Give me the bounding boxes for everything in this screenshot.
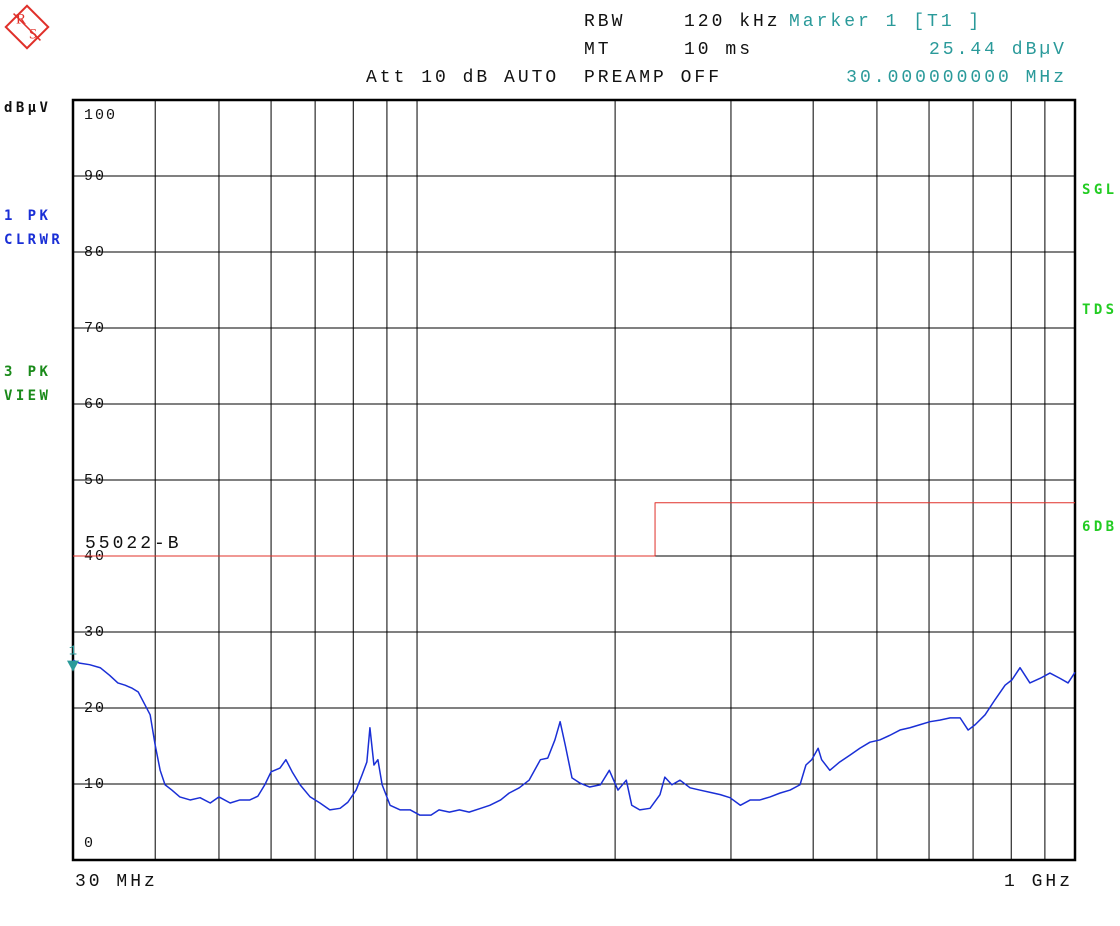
trace [72, 659, 1076, 816]
y-unit: dBµV [4, 100, 51, 116]
rbw-label: RBW [584, 12, 625, 32]
marker-label: 1 [69, 643, 77, 659]
logo-divider [13, 13, 41, 41]
limit-label: 55022-B [85, 534, 182, 554]
y-tick-label: 70 [84, 320, 106, 337]
limit-line [73, 502, 1075, 557]
trace-label: 1 PK [4, 208, 51, 224]
marker [67, 660, 79, 672]
x-tick-label: 30 MHz [75, 872, 158, 892]
status-label: TDS [1082, 302, 1118, 318]
y-tick-label: 30 [84, 624, 106, 641]
marker-frequency: 30.000000000 MHz [846, 68, 1067, 88]
trace-label: VIEW [4, 388, 51, 404]
logo-letter: R [16, 11, 26, 27]
plot-frame [71, 98, 1077, 862]
mt-value: 10 ms [684, 40, 753, 60]
trace-label: 3 PK [4, 364, 51, 380]
y-tick-label: 50 [84, 472, 106, 489]
y-tick-label: 80 [84, 244, 106, 261]
y-tick-label: 0 [84, 835, 95, 852]
logo-letter: S [29, 26, 37, 42]
marker-title: Marker 1 [T1 ] [789, 12, 982, 32]
preamp: PREAMP OFF [584, 68, 722, 88]
y-tick-label: 90 [84, 168, 106, 185]
marker-level: 25.44 dBµV [929, 40, 1067, 60]
y-tick-label: 20 [84, 700, 106, 717]
y-tick-label: 100 [84, 107, 117, 124]
x-tick-label: 1 GHz [1004, 872, 1073, 892]
attenuation: Att 10 dB AUTO [366, 68, 559, 88]
mt-label: MT [584, 40, 612, 60]
rbw-value: 120 kHz [684, 12, 781, 32]
status-label: SGL [1082, 182, 1118, 198]
y-tick-label: 10 [84, 776, 106, 793]
y-tick-label: 60 [84, 396, 106, 413]
logo: R S [4, 4, 50, 50]
trace-label: CLRWR [4, 232, 63, 248]
status-label: 6DB [1082, 519, 1118, 535]
